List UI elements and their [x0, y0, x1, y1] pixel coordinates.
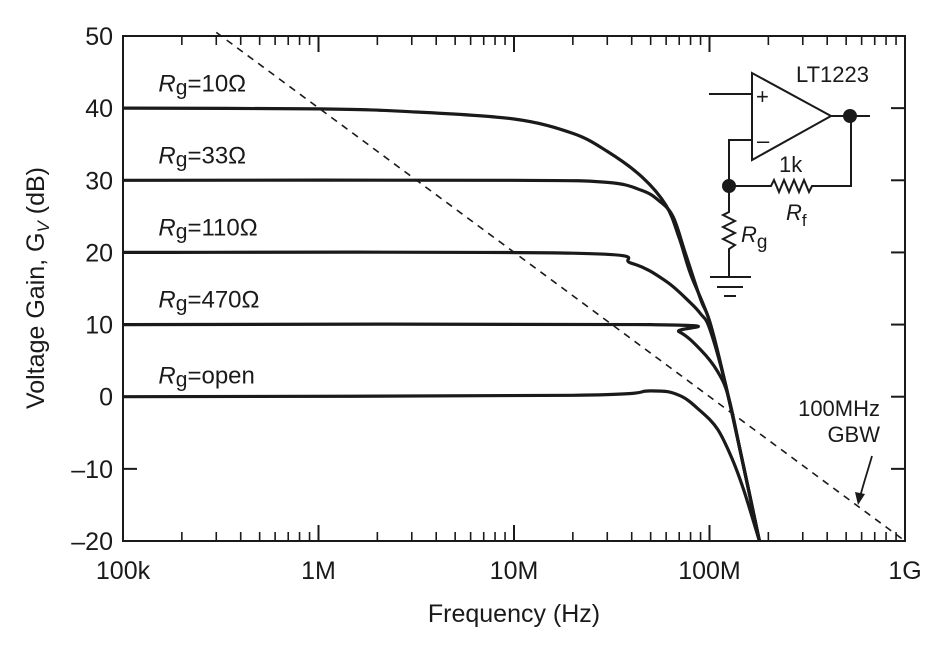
- x-axis-title: Frequency (Hz): [428, 600, 600, 628]
- opamp-part-label: LT1223: [796, 62, 869, 87]
- rf-value-label: 1k: [779, 152, 803, 177]
- series-label: Rg=open: [158, 362, 254, 391]
- y-tick-label: 30: [85, 167, 113, 195]
- inverting-wire: [728, 139, 752, 186]
- rg-label: Rg: [741, 222, 767, 253]
- rf-resistor: [729, 116, 852, 195]
- x-tick-label: 10M: [490, 557, 539, 585]
- y-tick-label: –20: [71, 528, 113, 556]
- x-tick-label: 100M: [678, 557, 741, 585]
- plot-frame: [122, 35, 906, 542]
- y-tick-label: 10: [85, 312, 113, 340]
- gbw-annotation-line1: 100MHz: [798, 396, 880, 421]
- opamp-symbol: [751, 71, 834, 162]
- arrow-shaft: [859, 455, 873, 498]
- x-tick-label: 1G: [888, 557, 921, 585]
- gbw-annotation-line2: GBW: [827, 422, 880, 447]
- series-line-3: [122, 322, 761, 542]
- rg-resistor: [720, 186, 738, 277]
- series-label: Rg=10Ω: [158, 70, 246, 99]
- rf-label: Rf: [786, 200, 807, 230]
- y-tick-label: 40: [85, 95, 113, 123]
- series-curves: Rg=10Ω Rg=33Ω Rg=110Ω Rg=470Ω Rg=open: [122, 31, 906, 542]
- circuit-inset: [709, 71, 870, 297]
- series-label: Rg=470Ω: [158, 287, 259, 316]
- plus-label: +: [756, 84, 769, 109]
- arrow-head: [855, 492, 865, 505]
- x-tick-label: 100k: [96, 557, 151, 585]
- x-tick-label: 1M: [301, 557, 336, 585]
- gbw-arrow: [855, 455, 873, 505]
- series-label: Rg=33Ω: [158, 142, 246, 171]
- y-tick-label: 0: [99, 384, 113, 412]
- series-line-4: [122, 389, 761, 542]
- y-tick-label: –10: [71, 456, 113, 484]
- y-axis-title: Voltage Gain, GV (dB): [22, 167, 53, 409]
- minus-label: –: [757, 128, 770, 153]
- series-label: Rg=110Ω: [158, 215, 257, 244]
- y-tick-label: 50: [85, 23, 113, 51]
- y-tick-label: 20: [85, 239, 113, 267]
